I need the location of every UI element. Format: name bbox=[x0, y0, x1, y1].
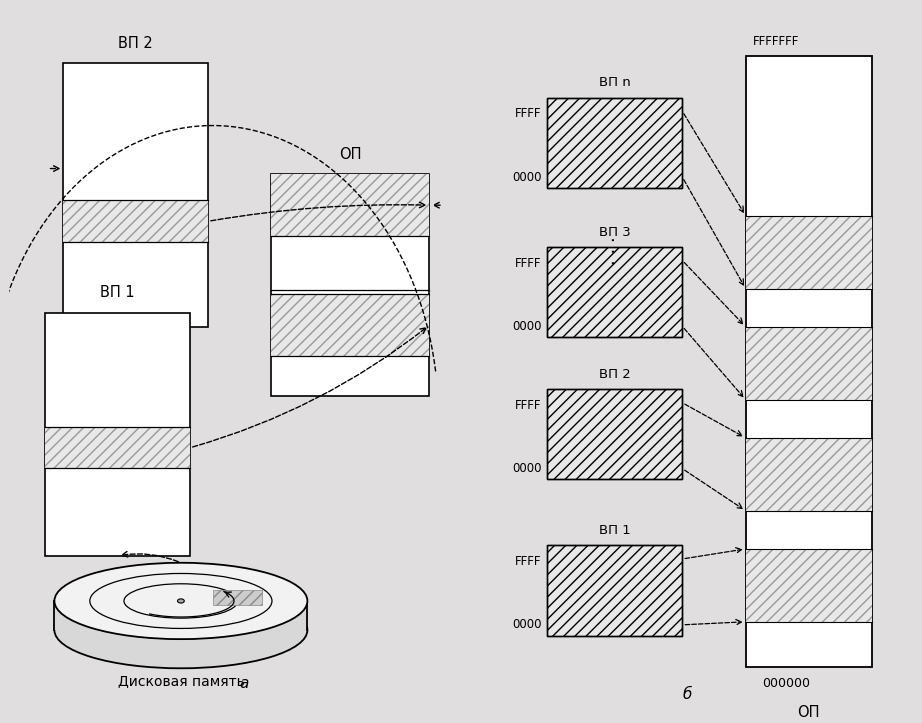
Text: 0000: 0000 bbox=[512, 462, 541, 475]
Bar bbox=[746, 438, 872, 510]
Text: а: а bbox=[240, 676, 249, 691]
Bar bbox=[746, 327, 872, 400]
Bar bbox=[547, 98, 682, 188]
Text: 0000: 0000 bbox=[512, 320, 541, 333]
Text: FFFFFFF: FFFFFFF bbox=[752, 35, 798, 48]
Bar bbox=[547, 98, 682, 188]
Text: б: б bbox=[682, 687, 692, 701]
Bar bbox=[271, 174, 430, 236]
Bar bbox=[547, 247, 682, 337]
Bar bbox=[45, 427, 190, 469]
Text: ВП 2: ВП 2 bbox=[598, 368, 631, 381]
Text: ВП 1: ВП 1 bbox=[100, 286, 135, 301]
Bar bbox=[212, 590, 262, 605]
Bar bbox=[547, 247, 682, 337]
Bar bbox=[547, 545, 682, 636]
Bar bbox=[547, 545, 682, 636]
Bar bbox=[64, 63, 208, 327]
Text: ВП n: ВП n bbox=[598, 77, 631, 90]
Text: Дисковая память: Дисковая память bbox=[117, 674, 244, 688]
Ellipse shape bbox=[54, 562, 307, 639]
Text: · · ·: · · · bbox=[606, 236, 623, 265]
Polygon shape bbox=[54, 601, 307, 630]
Text: ВП 2: ВП 2 bbox=[118, 35, 153, 51]
Text: ОП: ОП bbox=[339, 147, 361, 162]
Text: FFFF: FFFF bbox=[514, 257, 541, 270]
Bar bbox=[547, 389, 682, 479]
Bar bbox=[45, 313, 190, 556]
Text: FFFF: FFFF bbox=[514, 399, 541, 412]
Text: 0000: 0000 bbox=[512, 171, 541, 184]
Ellipse shape bbox=[54, 592, 307, 668]
Text: ОП: ОП bbox=[798, 705, 821, 720]
Bar bbox=[64, 200, 208, 242]
Text: 000000: 000000 bbox=[762, 677, 810, 690]
Bar bbox=[746, 215, 872, 288]
Text: ВП 1: ВП 1 bbox=[598, 524, 631, 537]
Bar bbox=[746, 549, 872, 622]
Text: ВП 3: ВП 3 bbox=[598, 226, 631, 239]
Bar bbox=[746, 56, 872, 667]
Bar bbox=[271, 174, 430, 396]
Bar bbox=[271, 294, 430, 356]
Ellipse shape bbox=[178, 599, 184, 603]
Text: FFFF: FFFF bbox=[514, 555, 541, 568]
Text: 0000: 0000 bbox=[512, 618, 541, 631]
Text: FFFF: FFFF bbox=[514, 108, 541, 121]
Bar bbox=[547, 389, 682, 479]
